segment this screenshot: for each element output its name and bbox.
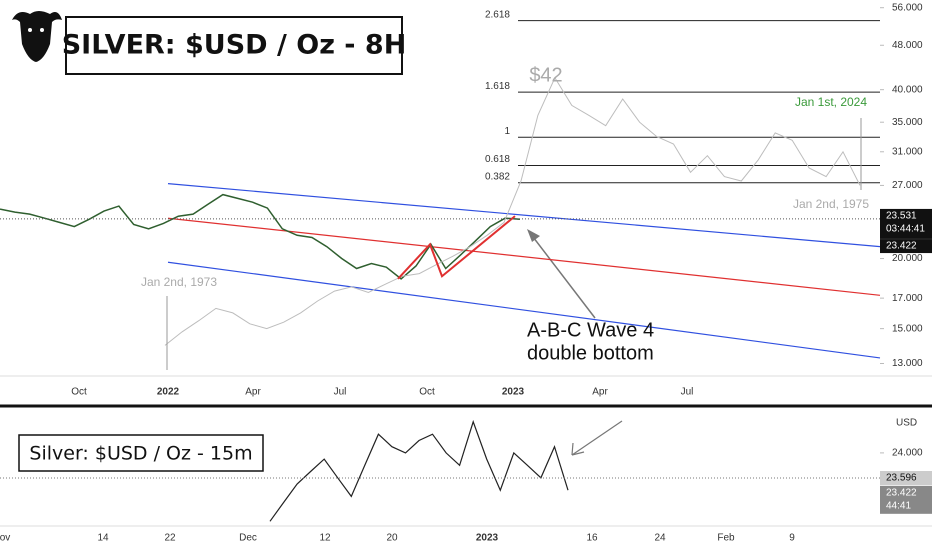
annotation: Jan 2nd, 1973 bbox=[141, 275, 217, 289]
channel-line bbox=[167, 261, 881, 359]
x-tick-label: Oct bbox=[71, 387, 87, 398]
y-tick-label: 13.000 bbox=[892, 358, 923, 369]
x-tick-label: 20 bbox=[386, 533, 398, 544]
last-price: 23.531 bbox=[886, 211, 917, 222]
y-tick-label: 20.000 bbox=[892, 253, 923, 264]
y-tick-label: 27.000 bbox=[892, 180, 923, 191]
title-box bbox=[18, 434, 264, 472]
x-tick-label: 16 bbox=[586, 533, 598, 544]
x-tick-label: 9 bbox=[789, 533, 795, 544]
annotation: Jan 2nd, 1975 bbox=[793, 197, 869, 211]
x-tick-label: 24 bbox=[654, 533, 666, 544]
prev-price: 23.422 bbox=[886, 487, 917, 498]
y-tick-label: 56.000 bbox=[892, 2, 923, 13]
annotation: A-B-C Wave 4 bbox=[527, 319, 654, 341]
x-tick-label: Feb bbox=[717, 533, 735, 544]
x-tick-label: 2023 bbox=[476, 533, 499, 544]
y-tick-label: 24.000 bbox=[892, 448, 923, 459]
price-box bbox=[880, 471, 932, 486]
x-tick-label: 2023 bbox=[502, 387, 525, 398]
series-line bbox=[0, 193, 521, 280]
fib-label: 0.618 bbox=[485, 154, 510, 165]
x-tick-label: ov bbox=[0, 533, 10, 544]
x-tick-label: Apr bbox=[245, 387, 261, 398]
arrow bbox=[571, 420, 623, 456]
x-tick-label: 22 bbox=[164, 533, 176, 544]
countdown: 44:41 bbox=[886, 500, 911, 511]
x-tick-label: 14 bbox=[97, 533, 109, 544]
arrow bbox=[571, 442, 574, 456]
channel-line bbox=[167, 183, 881, 248]
fib-label: 0.382 bbox=[485, 171, 510, 182]
x-tick-label: Oct bbox=[419, 387, 435, 398]
y-tick-label: 15.000 bbox=[892, 323, 923, 334]
annotation: $42 bbox=[529, 64, 562, 86]
x-tick-label: Jul bbox=[681, 387, 694, 398]
y-tick-label: 31.000 bbox=[892, 146, 923, 157]
series-line bbox=[164, 76, 861, 346]
x-tick-label: Jul bbox=[334, 387, 347, 398]
annotation: double bottom bbox=[527, 342, 654, 364]
fib-label: 1.618 bbox=[485, 81, 510, 92]
abc-wave bbox=[397, 215, 516, 280]
price-box bbox=[880, 239, 932, 254]
series-line bbox=[269, 419, 569, 522]
title-box bbox=[65, 16, 403, 75]
prev-price: 23.422 bbox=[886, 241, 917, 252]
chart-title: SILVER: $USD / Oz - 8H bbox=[62, 30, 407, 61]
x-tick-label: Apr bbox=[592, 387, 608, 398]
arrow-head bbox=[527, 229, 540, 242]
fib-label: 1 bbox=[504, 126, 510, 137]
price-box bbox=[880, 208, 932, 239]
axis-label: USD bbox=[896, 418, 917, 429]
price-box bbox=[880, 485, 932, 514]
countdown: 03:44:41 bbox=[886, 224, 925, 235]
arrow bbox=[529, 232, 596, 319]
y-tick-label: 35.000 bbox=[892, 117, 923, 128]
x-tick-label: 2022 bbox=[157, 387, 180, 398]
arrow bbox=[571, 451, 585, 456]
last-price: 23.596 bbox=[886, 473, 917, 484]
fib-label: 2.618 bbox=[485, 9, 510, 20]
annotation: Jan 1st, 2024 bbox=[795, 95, 867, 109]
y-tick-label: 17.000 bbox=[892, 293, 923, 304]
logo bbox=[12, 11, 62, 62]
channel-line bbox=[167, 217, 881, 296]
x-tick-label: 12 bbox=[319, 533, 331, 544]
y-tick-label: 48.000 bbox=[892, 40, 923, 51]
y-tick-label: 40.000 bbox=[892, 84, 923, 95]
x-tick-label: Dec bbox=[239, 533, 257, 544]
panel-title: Silver: $USD / Oz - 15m bbox=[29, 443, 252, 465]
